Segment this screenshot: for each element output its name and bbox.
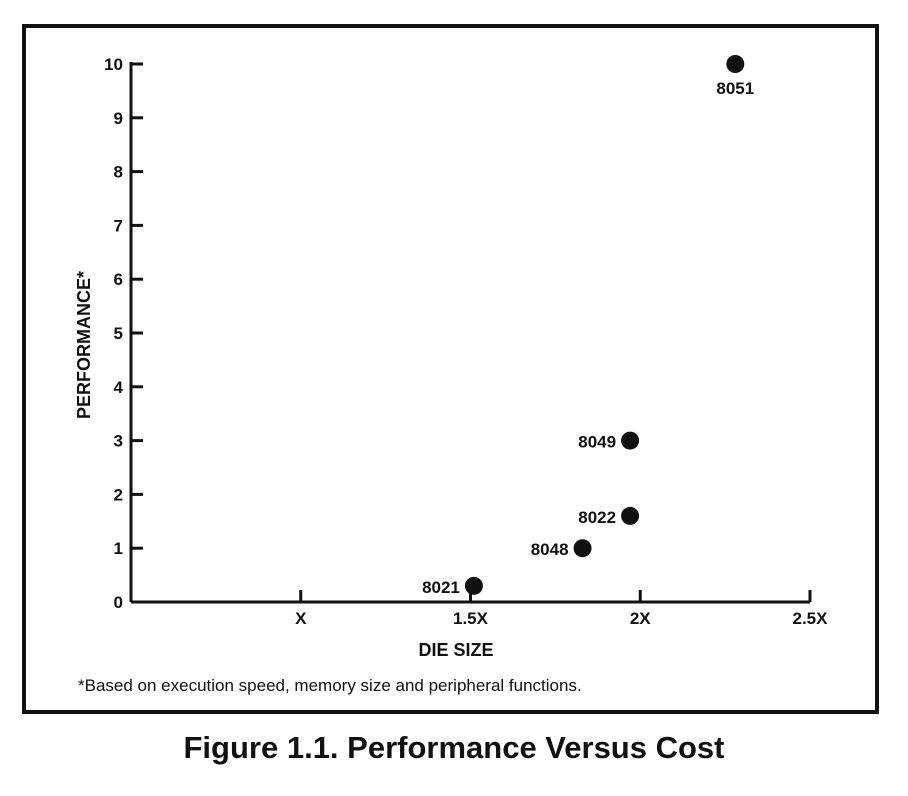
ticks: 0 1 2 3 4 5 6 7 8 9 10 X 1.5X 2X 2.5X bbox=[104, 55, 828, 628]
scatter-plot: 0 1 2 3 4 5 6 7 8 9 10 X 1.5X 2X 2.5X 8021 8048 8022 8049… bbox=[74, 55, 828, 660]
x-tick-label: 1.5X bbox=[453, 609, 489, 628]
data-points: 8021 8048 8022 8049 8051 bbox=[422, 55, 754, 597]
x-axis-label: DIE SIZE bbox=[418, 640, 493, 660]
y-tick-label: 2 bbox=[114, 485, 123, 504]
point-8048 bbox=[573, 539, 592, 558]
y-tick-label: 0 bbox=[114, 593, 123, 612]
point-8021 bbox=[464, 576, 483, 595]
point-label-8051: 8051 bbox=[716, 79, 754, 98]
y-tick-label: 8 bbox=[114, 163, 123, 182]
y-tick-label: 3 bbox=[114, 432, 123, 451]
x-tick-label: 2X bbox=[630, 609, 651, 628]
figure-caption: Figure 1.1. Performance Versus Cost bbox=[183, 730, 725, 765]
point-label-8048: 8048 bbox=[531, 540, 569, 559]
point-label-8021: 8021 bbox=[422, 578, 460, 597]
x-tick-label: X bbox=[295, 609, 307, 628]
y-tick-label: 4 bbox=[114, 378, 124, 397]
y-tick-label: 6 bbox=[114, 270, 123, 289]
point-8022 bbox=[621, 506, 640, 525]
point-8051 bbox=[726, 55, 745, 73]
point-8049 bbox=[621, 431, 640, 450]
point-label-8049: 8049 bbox=[578, 433, 616, 452]
axes bbox=[129, 62, 810, 604]
x-tick-label: 2.5X bbox=[793, 609, 829, 628]
y-tick-label: 9 bbox=[114, 109, 123, 128]
y-tick-label: 10 bbox=[104, 55, 123, 74]
y-tick-label: 5 bbox=[114, 324, 123, 343]
figure-frame bbox=[22, 24, 879, 714]
y-axis-label: PERFORMANCE* bbox=[74, 271, 94, 419]
footnote: *Based on execution speed, memory size a… bbox=[78, 676, 582, 695]
y-tick-label: 7 bbox=[114, 216, 123, 235]
y-tick-label: 1 bbox=[114, 539, 123, 558]
point-label-8022: 8022 bbox=[578, 508, 616, 527]
